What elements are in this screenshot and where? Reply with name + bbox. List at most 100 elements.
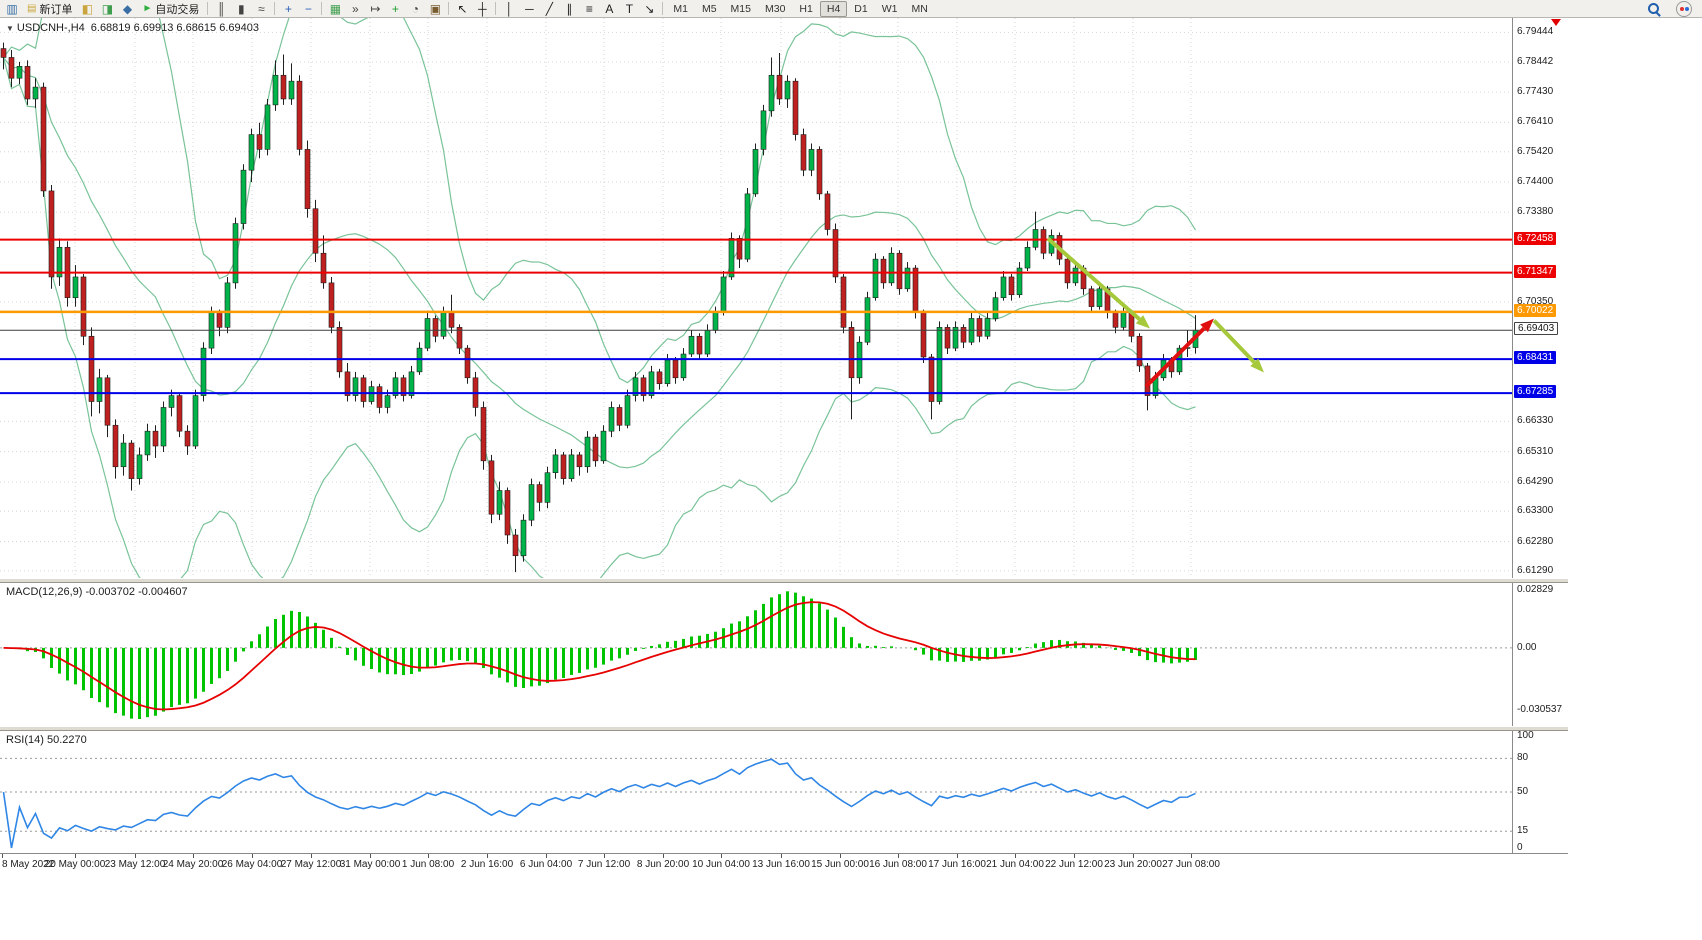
new-chart-icon[interactable]: ▥ — [2, 1, 22, 17]
timeframe-m15[interactable]: M15 — [730, 2, 751, 15]
community-icon — [1685, 6, 1689, 11]
price-tick-label: 6.76410 — [1517, 116, 1554, 128]
panel-splitter[interactable] — [0, 726, 1568, 731]
community-icon[interactable] — [1676, 0, 1692, 17]
timeframe-w1[interactable]: W1 — [881, 2, 898, 15]
vertical-line-icon[interactable]: │ — [499, 1, 519, 17]
bar-chart-icon[interactable]: ║ — [211, 1, 231, 17]
community-icon — [1680, 6, 1684, 11]
zoom-in-icon: + — [284, 1, 292, 16]
time-label: 31 May 00:00 — [339, 859, 401, 870]
text-label-icon[interactable]: T — [619, 1, 639, 17]
tile-windows-icon[interactable]: ▦ — [325, 1, 345, 17]
price-tick-label: 6.75420 — [1517, 145, 1554, 157]
time-label: 10 Jun 04:00 — [692, 859, 750, 870]
line-chart-icon[interactable]: ≈ — [251, 1, 271, 17]
cursor-icon: ↖ — [457, 1, 468, 16]
timeframe-h1[interactable]: H1 — [799, 2, 813, 15]
text-icon[interactable]: A — [599, 1, 619, 17]
panel-splitter[interactable] — [0, 578, 1568, 583]
time-tick — [135, 854, 136, 858]
time-label: 6 Jun 04:00 — [519, 859, 573, 870]
timeframe-m30[interactable]: M30 — [764, 2, 786, 15]
time-axis[interactable]: 8 May 2022 20 May 00:00 23 May 12:00 24 May… — [0, 853, 1568, 874]
time-tick — [781, 854, 782, 858]
rsi-axis-label: 15 — [1517, 825, 1529, 837]
time-label: 16 Jun 08:00 — [869, 859, 927, 870]
time-label: 7 Jun 12:00 — [577, 859, 631, 870]
price-line-label: 6.72458 — [1514, 231, 1557, 245]
time-tick — [604, 854, 605, 858]
market-watch-icon[interactable]: ◧ — [77, 1, 97, 17]
timeframe-m1[interactable]: M1 — [673, 2, 688, 15]
indicators-icon[interactable]: + — [385, 1, 405, 17]
cursor-icon[interactable]: ↖ — [452, 1, 472, 17]
autotrading-button[interactable]: ► 自动交易 — [137, 1, 204, 17]
time-tick — [840, 854, 841, 858]
trendline-icon[interactable]: ╱ — [539, 1, 559, 17]
toolbar-separator — [448, 2, 450, 15]
timeframe-h4[interactable]: H4 — [819, 0, 848, 17]
time-label: 13 Jun 16:00 — [752, 859, 810, 870]
time-tick — [370, 854, 371, 858]
time-label: 20 May 00:00 — [44, 859, 106, 870]
tile-windows-icon: ▦ — [329, 1, 342, 16]
chart-shift-icon: ↦ — [370, 1, 381, 16]
timeframe-mn[interactable]: MN — [911, 2, 928, 15]
new-order-button[interactable]: ▤ 新订单 — [22, 1, 77, 17]
timeframe-d1[interactable]: D1 — [854, 2, 868, 15]
time-tick — [487, 854, 488, 858]
toolbar-separator — [662, 2, 664, 15]
candlestick-chart-icon[interactable]: ▮ — [231, 1, 251, 17]
price-tick-label: 6.62280 — [1517, 535, 1554, 547]
price-tick-label: 6.65310 — [1517, 445, 1554, 457]
toolbar-separator — [274, 2, 276, 15]
periods-dropdown-icon: ◔ — [411, 1, 419, 16]
trendline-icon: ╱ — [545, 1, 553, 16]
autotrading-button: ► — [142, 3, 153, 14]
time-label: 17 Jun 16:00 — [928, 859, 986, 870]
navigator-icon: ◆ — [122, 1, 133, 16]
time-label: 2 Jun 16:00 — [460, 859, 514, 870]
zoom-in-icon[interactable]: + — [278, 1, 298, 17]
toolbar-separator — [495, 2, 497, 15]
data-window-icon[interactable]: ◨ — [97, 1, 117, 17]
time-label: 27 May 12:00 — [280, 859, 342, 870]
arrows-dropdown-icon[interactable]: ↘ — [639, 1, 659, 17]
rsi-panel[interactable] — [0, 731, 1512, 853]
new-order-button: ▤ — [27, 3, 37, 14]
crosshair-icon[interactable]: ┼ — [472, 1, 492, 17]
text-icon: A — [605, 1, 614, 16]
autotrading-button-label: 自动交易 — [155, 3, 200, 16]
time-label: 8 Jun 20:00 — [636, 859, 690, 870]
collapse-triangle-icon[interactable]: ▼ — [6, 24, 14, 33]
timeframe-m5[interactable]: M5 — [701, 2, 717, 15]
zoom-out-icon[interactable]: − — [298, 1, 318, 17]
price-tick-label: 6.78442 — [1517, 56, 1554, 68]
horizontal-line-icon[interactable]: ─ — [519, 1, 539, 17]
auto-scroll-icon[interactable]: » — [345, 1, 365, 17]
toolbar-separator — [321, 2, 323, 15]
navigator-icon[interactable]: ◆ — [117, 1, 137, 17]
chart-shift-icon[interactable]: ↦ — [365, 1, 385, 17]
search-icon[interactable] — [1646, 1, 1662, 17]
price-tick-label: 6.70350 — [1517, 296, 1554, 308]
toolbar-right — [1646, 0, 1700, 17]
chart-symbol-label: ▼ USDCNH-,H4 6.68819 6.69913 6.68615 6.694… — [6, 22, 259, 34]
time-tick — [663, 854, 664, 858]
channel-icon[interactable]: ∥ — [559, 1, 579, 17]
horizontal-line-icon: ─ — [525, 1, 534, 16]
price-tick-label: 6.63300 — [1517, 505, 1554, 517]
macd-axis-max: 0.02829 — [1517, 584, 1554, 595]
fibonacci-icon[interactable]: ≡ — [579, 1, 599, 17]
price-axis[interactable]: 6.79444 6.78442 6.77430 6.76410 6.75420 6.744… — [1512, 18, 1568, 853]
bid-price-label: 6.69403 — [1514, 322, 1559, 336]
templates-icon[interactable]: ▣ — [425, 1, 445, 17]
rsi-axis-label: 0 — [1517, 842, 1523, 853]
macd-panel[interactable] — [0, 583, 1512, 726]
price-line-label: 6.71347 — [1514, 264, 1557, 278]
main-chart[interactable] — [0, 18, 1512, 578]
time-tick — [2, 854, 3, 858]
periods-dropdown-icon[interactable]: ◔ — [405, 1, 425, 17]
text-label-icon: T — [625, 1, 634, 16]
